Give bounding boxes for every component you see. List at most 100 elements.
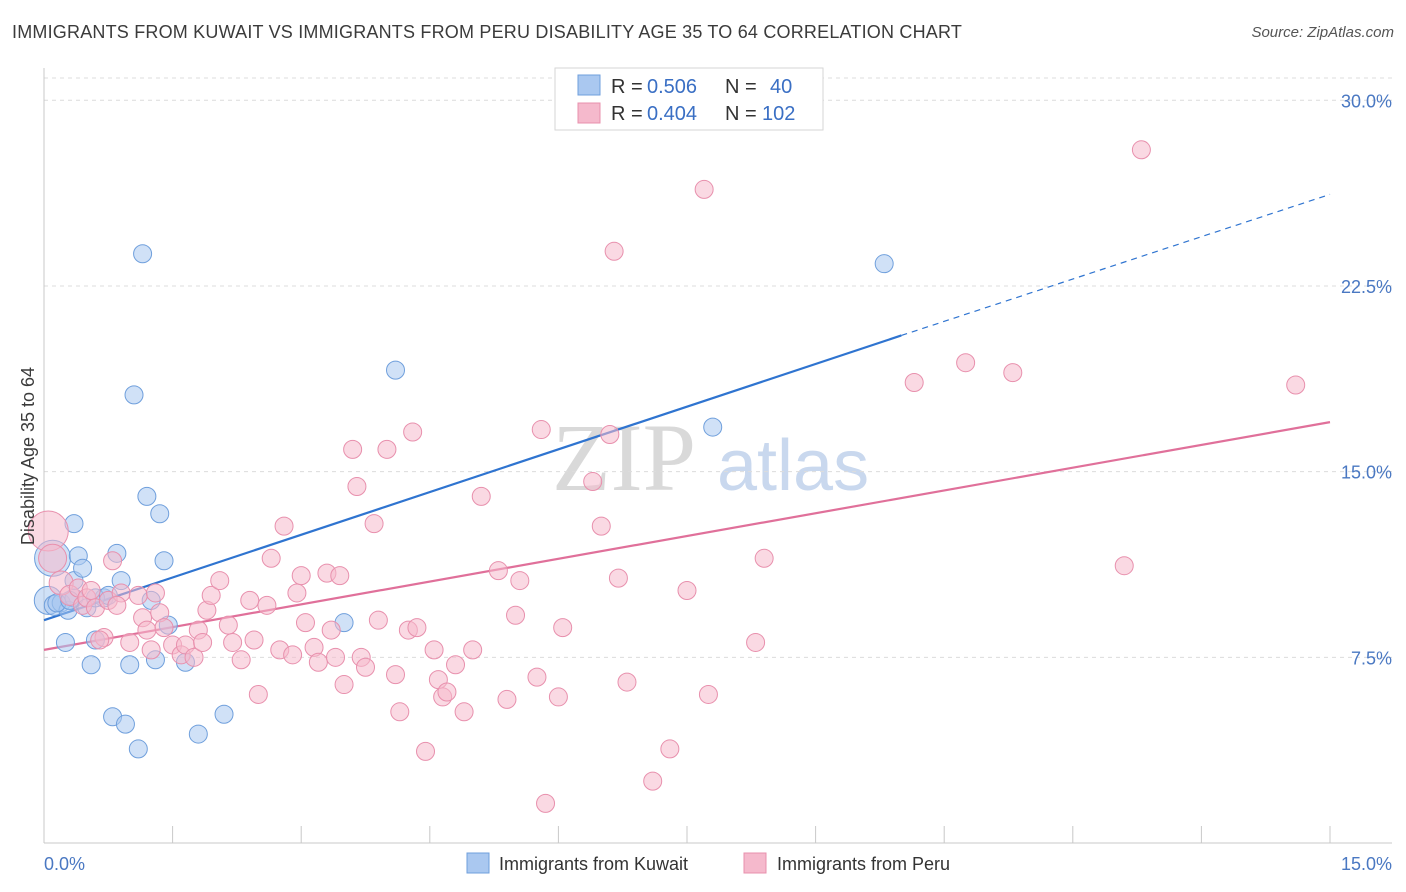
chart-title: IMMIGRANTS FROM KUWAIT VS IMMIGRANTS FRO… [12,22,963,42]
data-point [904,373,924,393]
data-point [956,353,976,373]
data-point [81,580,101,600]
data-point [386,360,406,380]
y-tick-label: 7.5% [1351,648,1392,668]
data-point [128,739,148,759]
data-point [210,571,230,591]
data-point [698,684,718,704]
data-point [308,652,328,672]
kuwait-r-label: R = [611,76,643,98]
data-point [437,682,457,702]
series-legend: Immigrants from Kuwait Immigrants from P… [466,852,950,874]
data-point [608,568,628,588]
data-point [403,422,423,442]
peru-series-swatch [743,852,767,874]
stats-legend: R = 0.506 N = 40 R = 0.404 N = 102 [554,67,824,131]
data-point [145,583,165,603]
data-point [754,548,774,568]
data-point [90,630,110,650]
data-point [283,645,303,665]
x-tick-label-min: 0.0% [44,854,85,874]
data-point [531,420,551,440]
data-point [150,504,170,524]
data-point [154,618,174,638]
y-tick-label: 22.5% [1341,277,1392,297]
data-point [377,439,397,459]
data-point [643,771,663,791]
data-point [107,595,127,615]
data-point [257,595,277,615]
data-point [321,620,341,640]
data-point [295,613,315,633]
data-point [553,618,573,638]
data-point [583,472,603,492]
y-tick-label: 15.0% [1341,463,1392,483]
y-axis-title: Disability Age 35 to 64 [18,367,38,545]
peru-r-label: R = [611,103,643,125]
data-point [73,558,93,578]
data-point [364,514,384,534]
data-point [115,714,135,734]
kuwait-n-value: 40 [770,76,792,98]
data-point [154,551,174,571]
peru-points [27,140,1306,813]
data-point [55,632,75,652]
y-tick-labels: 7.5% 15.0% 22.5% 30.0% [1341,91,1392,668]
chart-source: Source: ZipAtlas.com [1251,24,1394,41]
data-point [506,605,526,625]
x-tick-label-max: 15.0% [1341,854,1392,874]
data-point [1131,140,1151,160]
data-point [347,476,367,496]
data-point [1003,363,1023,383]
data-point [1114,556,1134,576]
peru-legend-swatch [577,102,601,124]
kuwait-series-swatch [466,852,490,874]
data-point [38,543,68,573]
axes [43,68,1392,844]
kuwait-series-label: Immigrants from Kuwait [499,854,688,874]
kuwait-trend-line [43,334,902,622]
data-point [244,630,264,650]
data-point [497,689,517,709]
data-point [390,702,410,722]
data-point [193,632,213,652]
data-point [368,610,388,630]
data-point [103,551,123,571]
peru-series-label: Immigrants from Peru [777,854,950,874]
data-point [137,620,157,640]
watermark-zip: ZIP [552,404,696,511]
data-point [201,585,221,605]
peru-n-label: N = [725,103,757,125]
data-point [356,657,375,677]
data-point [600,425,620,445]
kuwait-legend-swatch [577,74,601,96]
data-point [510,571,530,591]
data-point [128,585,148,605]
data-point [548,687,568,707]
data-point [386,665,406,685]
data-point [137,486,157,506]
data-point [463,640,483,660]
data-point [141,640,161,660]
data-point [248,684,268,704]
data-point [746,632,766,652]
data-point [454,702,474,722]
watermark: ZIP atlas [552,404,869,511]
data-point [81,655,101,675]
data-point [591,516,611,536]
data-point [694,179,714,199]
data-point [124,385,144,405]
data-point [446,655,466,675]
data-point [703,417,723,437]
data-point [334,675,354,695]
data-point [527,667,547,687]
data-point [223,632,243,652]
kuwait-n-label: N = [725,76,757,98]
data-point [617,672,637,692]
data-point [184,647,204,667]
data-point [677,580,697,600]
data-point [660,739,680,759]
data-point [330,566,350,586]
data-point [471,486,491,506]
